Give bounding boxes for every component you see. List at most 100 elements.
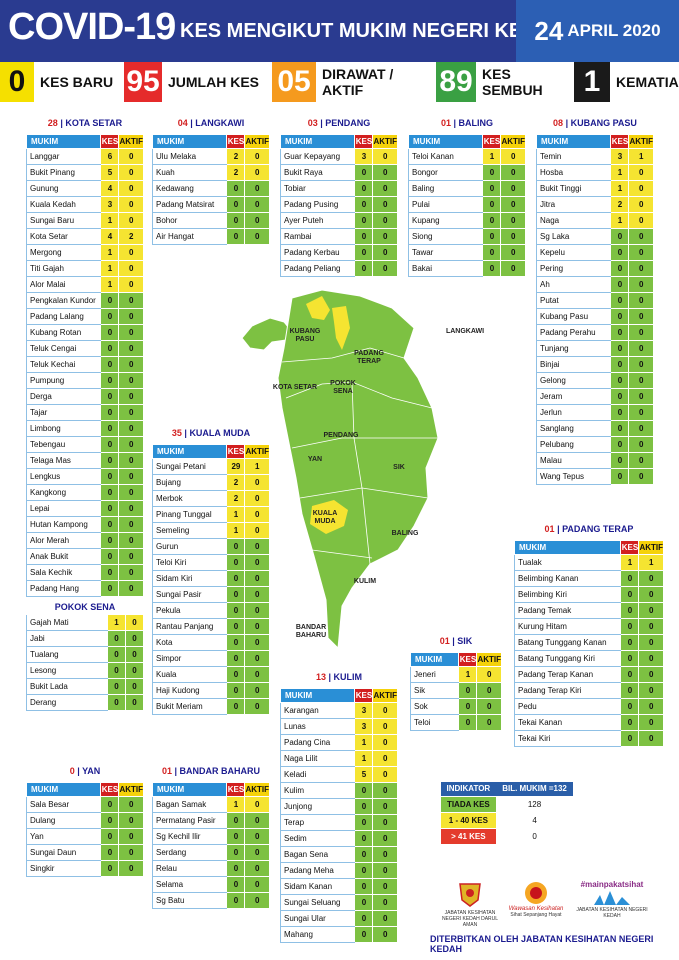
aktif-value: 0 [628, 196, 654, 213]
mukim-name: Guar Kepayang [279, 148, 355, 165]
mukim-name: Sg Batu [151, 892, 227, 909]
table-row: Teloi Kiri 0 0 [151, 554, 270, 571]
kedah-map [242, 289, 439, 648]
kes-value: 0 [100, 308, 120, 325]
mukim-name: Mergong [25, 244, 101, 261]
section-title-kota-setar: 28 | KOTA SETAR [47, 118, 123, 128]
table-row: Kangkong 0 0 [25, 484, 144, 501]
aktif-value: 0 [500, 244, 526, 261]
mukim-name: Jeneri [409, 666, 459, 683]
kes-value: 0 [107, 694, 126, 711]
col-aktif: AKTIF [244, 782, 270, 797]
kes-value: 1 [610, 164, 630, 181]
aktif-value: 0 [500, 164, 526, 181]
kes-value: 2 [226, 490, 246, 507]
mukim-name: Serdang [151, 844, 227, 861]
kes-value: 0 [354, 244, 374, 261]
col-mukim: MUKIM [151, 444, 228, 459]
table-row: Kota 0 0 [151, 634, 270, 651]
table-row: Bukit Meriam 0 0 [151, 698, 270, 715]
table-row: Jerlun 0 0 [535, 404, 654, 421]
mukim-name: Sungai Petani [151, 458, 227, 475]
mukim-name: Ulu Melaka [151, 148, 227, 165]
map-label: PENDANG [323, 432, 359, 439]
aktif-value: 0 [244, 812, 270, 829]
aktif-value: 0 [118, 260, 144, 277]
kes-value: 0 [226, 554, 246, 571]
table-row: Padang Hang 0 0 [25, 580, 144, 597]
aktif-value: 0 [372, 196, 398, 213]
table-row: Padang Peliang 0 0 [279, 260, 398, 277]
mukim-name: Derga [25, 388, 101, 405]
map-label: LANGKAWI [445, 328, 485, 335]
table-row: Serdang 0 0 [151, 844, 270, 861]
mukim-name: Jitra [535, 196, 611, 213]
aktif-value: 0 [125, 678, 144, 695]
mukim-name: Belimbing Kanan [513, 570, 621, 587]
mukim-name: Air Hangat [151, 228, 227, 245]
kes-value: 4 [100, 180, 120, 197]
mukim-name: Bongor [407, 164, 483, 181]
mukim-name: Putat [535, 292, 611, 309]
kes-value: 0 [354, 782, 374, 799]
mukim-name: Haji Kudong [151, 682, 227, 699]
aktif-value: 0 [628, 244, 654, 261]
table-row: Tajar 0 0 [25, 404, 144, 421]
report-date: 24 APRIL 2020 [516, 0, 679, 62]
kes-value: 0 [354, 212, 374, 229]
summary-stats: 0 KES BARU 95 JUMLAH KES 05 DIRAWAT / AKTIF 89… [0, 62, 679, 102]
kes-value: 0 [100, 436, 120, 453]
mukim-name: Singkir [25, 860, 101, 877]
stat-number: 0 [0, 62, 34, 102]
aktif-value: 0 [628, 372, 654, 389]
legend-low-case-count: 4 [495, 811, 574, 829]
aktif-value: 0 [372, 212, 398, 229]
mukim-name: Padang Lalang [25, 308, 101, 325]
aktif-value: 0 [476, 714, 502, 731]
kes-value: 0 [620, 602, 640, 619]
table-row: Tebengau 0 0 [25, 436, 144, 453]
col-mukim: MUKIM [279, 688, 356, 703]
aktif-value: 0 [372, 148, 398, 165]
mukim-name: Dulang [25, 812, 101, 829]
aktif-value: 0 [125, 694, 144, 711]
hashtag-text: #mainpakatsihat [580, 880, 644, 889]
mukim-name: Gajah Mati [26, 614, 108, 631]
aktif-value: 0 [372, 894, 398, 911]
aktif-value: 0 [372, 750, 398, 767]
mukim-name: Telaga Mas [25, 452, 101, 469]
kes-value: 0 [226, 212, 246, 229]
kes-value: 0 [100, 324, 120, 341]
table-row: Bagan Sena 0 0 [279, 846, 398, 863]
kes-value: 0 [226, 602, 246, 619]
mukim-name: Lunas [279, 718, 355, 735]
kes-value: 0 [610, 308, 630, 325]
table-row: Sedim 0 0 [279, 830, 398, 847]
aktif-value: 0 [372, 766, 398, 783]
mukim-name: Gurun [151, 538, 227, 555]
aktif-value: 0 [628, 436, 654, 453]
section-count: 01 [544, 524, 555, 534]
aktif-value: 0 [372, 228, 398, 245]
section-title-kuala-muda: 35 | KUALA MUDA [171, 428, 251, 438]
aktif-value: 0 [118, 564, 144, 581]
aktif-value: 0 [500, 180, 526, 197]
kes-value: 0 [100, 468, 120, 485]
stat-2: 05 DIRAWAT / AKTIF [272, 62, 436, 102]
aktif-value: 0 [476, 666, 502, 683]
mukim-name: Tualang [26, 646, 108, 663]
mukim-name: Kota [151, 634, 227, 651]
kes-value: 0 [610, 276, 630, 293]
section-title-kubang-pasu: 08 | KUBANG PASU [553, 118, 637, 128]
kes-value: 0 [226, 860, 246, 877]
section-title-bandar-baharu: 01 | BANDAR BAHARU [161, 766, 261, 776]
table-row: Gurun 0 0 [151, 538, 270, 555]
kes-value: 0 [226, 892, 246, 909]
col-aktif: AKTIF [244, 134, 270, 149]
kes-value: 3 [354, 702, 374, 719]
aktif-value: 0 [118, 356, 144, 373]
table-row: Sanglang 0 0 [535, 420, 654, 437]
aktif-value: 0 [628, 260, 654, 277]
kes-value: 0 [100, 404, 120, 421]
table-row: Rambai 0 0 [279, 228, 398, 245]
